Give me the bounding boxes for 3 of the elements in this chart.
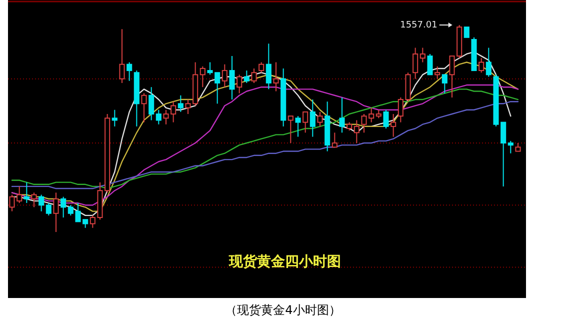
text: 现货黄金四小时图 <box>228 254 341 270</box>
text: （现货黄金4小时图） <box>225 303 341 317</box>
annotation: 1557.01 <box>400 20 438 30</box>
